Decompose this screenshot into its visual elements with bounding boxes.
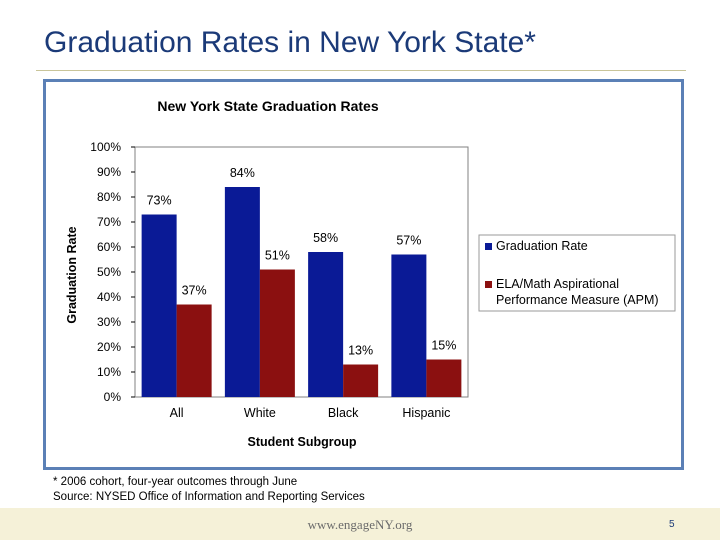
y-axis-title: Graduation Rate (65, 226, 79, 323)
chart-frame: New York State Graduation Rates Graduati… (43, 79, 684, 470)
bar-graduation-rate (308, 252, 344, 397)
y-tick-label: 30% (97, 315, 121, 329)
data-label: 84% (230, 166, 255, 180)
bar-apm (176, 304, 212, 397)
legend-swatch (485, 281, 492, 288)
legend-label: ELA/Math Aspirational (496, 277, 619, 291)
x-tick-label: Hispanic (402, 406, 450, 420)
chart-footnote: * 2006 cohort, four-year outcomes throug… (53, 475, 365, 505)
y-tick-label: 60% (97, 240, 121, 254)
y-tick-label: 80% (97, 190, 121, 204)
y-tick-label: 40% (97, 290, 121, 304)
chart-legend: Graduation Rate ELA/Math Aspirational Perf… (478, 234, 676, 312)
y-tick-label: 20% (97, 340, 121, 354)
x-axis-title: Student Subgroup (247, 435, 356, 449)
bar-apm (259, 269, 295, 397)
y-tick-label: 10% (97, 365, 121, 379)
graduation-rates-chart: New York State Graduation Rates Graduati… (65, 98, 676, 449)
y-tick-label: 90% (97, 165, 121, 179)
bar-graduation-rate (391, 254, 427, 397)
legend-swatch (485, 243, 492, 250)
legend-label: Performance Measure (APM) (496, 293, 659, 307)
footnote-source: Source: NYSED Office of Information and … (53, 491, 365, 503)
footer-url: www.engageNY.org (307, 517, 413, 532)
data-label: 57% (396, 234, 421, 248)
title-divider (36, 70, 686, 71)
data-label: 37% (182, 284, 207, 298)
legend-label: Graduation Rate (496, 239, 588, 253)
bar-graduation-rate (141, 214, 177, 397)
data-label: 13% (348, 344, 373, 358)
x-tick-label: Black (328, 406, 359, 420)
slide-title: Graduation Rates in New York State* (44, 26, 536, 59)
y-tick-label: 50% (97, 265, 121, 279)
bar-apm (426, 359, 462, 397)
chart-title: New York State Graduation Rates (157, 98, 378, 114)
footer-bar: www.engageNY.org 5 (0, 508, 720, 540)
plot-area: 0% 10% 20% 30% 40% 50% 60% 70% 80% 90% 100% All 73% 3… (90, 140, 469, 420)
bar-apm (343, 364, 379, 397)
data-label: 15% (431, 339, 456, 353)
data-label: 58% (313, 231, 338, 245)
data-label: 73% (147, 194, 172, 208)
legend-box (478, 234, 676, 312)
y-tick-label: 0% (104, 390, 122, 404)
x-tick-label: All (170, 406, 184, 420)
page-number: 5 (669, 519, 675, 530)
y-tick-label: 100% (90, 140, 121, 154)
bar-graduation-rate (224, 187, 260, 397)
x-tick-label: White (244, 406, 276, 420)
y-tick-label: 70% (97, 215, 121, 229)
data-label: 51% (265, 249, 290, 263)
footnote-cohort: * 2006 cohort, four-year outcomes throug… (53, 476, 298, 488)
